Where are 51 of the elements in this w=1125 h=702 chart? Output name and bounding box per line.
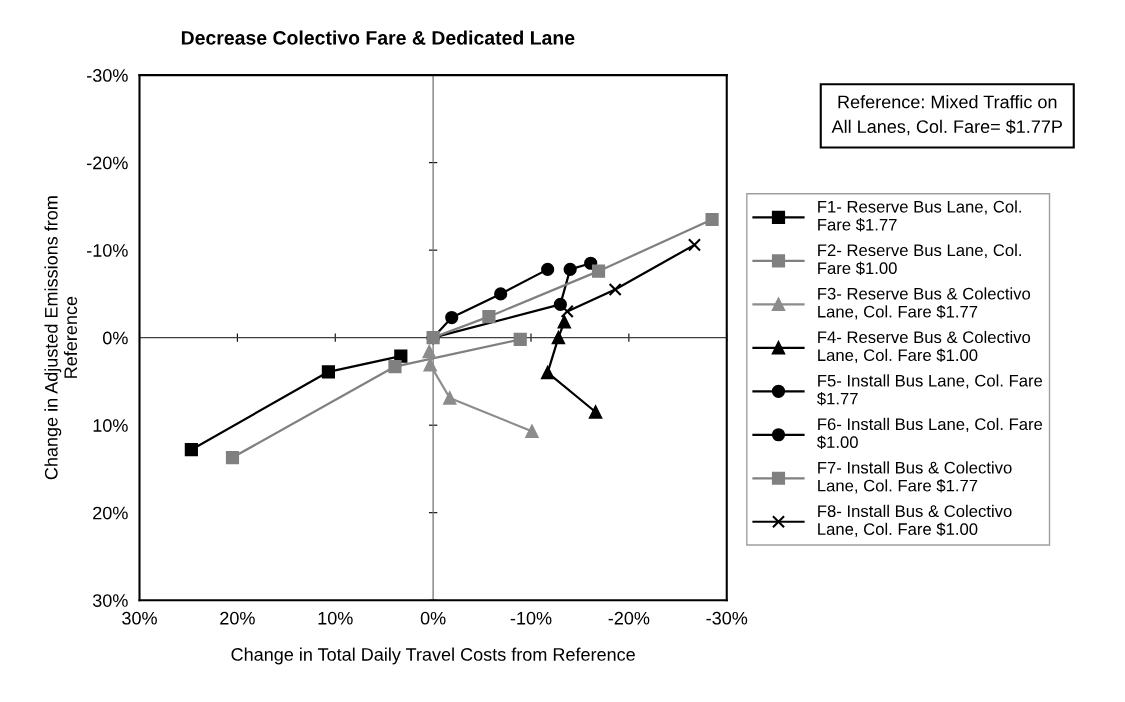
legend-label: F5- Install Bus Lane, Col. Fare $1.77 — [817, 374, 1043, 406]
point — [687, 238, 702, 252]
y-tick-label: 30% — [92, 594, 128, 607]
legend-label: F7- Install Bus & Colectivo Lane, Col. Fare $1.77 — [818, 461, 1012, 494]
y-tick-label: 10% — [93, 419, 128, 432]
y-axis-title: Change in Adjusted Emissions from Reference — [44, 196, 78, 480]
legend-label: F4- Reserve Bus & Colectivo Lane, Col. Fare $1.00 — [818, 330, 1031, 364]
point — [551, 331, 565, 345]
point — [608, 282, 622, 297]
point — [513, 332, 527, 347]
point — [321, 365, 335, 379]
point — [705, 212, 719, 227]
point — [553, 297, 567, 311]
point — [591, 264, 606, 278]
point — [443, 391, 457, 405]
point — [494, 287, 508, 301]
point — [557, 315, 571, 329]
y-tick-label: -10% — [87, 244, 128, 257]
legend-label: F6- Install Bus Lane, Col. Fare $1.00 — [817, 417, 1043, 450]
y-tick-label: 0% — [103, 331, 128, 345]
legend-label: F3- Reserve Bus & Colectivo Lane, Col. Fare $1.77 — [818, 287, 1031, 320]
point — [394, 349, 408, 363]
x-axis-title: Change in Total Daily Travel Costs from Reference — [231, 647, 635, 665]
point — [541, 366, 555, 380]
legend-label: F2- Reserve Bus Lane, Col. Fare $1.00 — [818, 243, 1021, 276]
point — [423, 358, 437, 372]
text: Reference: Mixed Traffic on All Lanes, Col. Fare= $1.77P — [831, 95, 1062, 136]
x-tick-label: 0% — [420, 611, 446, 625]
point — [525, 424, 539, 438]
legend-label: F1- Reserve Bus Lane, Col. Fare $1.77 — [818, 200, 1021, 232]
point — [422, 345, 436, 359]
x-tick-label: 30% — [122, 611, 157, 625]
point — [225, 450, 240, 465]
point — [445, 310, 459, 325]
point — [388, 359, 402, 374]
point — [589, 405, 603, 419]
point — [563, 262, 577, 276]
point — [184, 443, 198, 457]
x-tick-label: -10% — [510, 611, 552, 625]
legend-label: F8- Install Bus & Colectivo Lane, Col. Fare $1.00 — [818, 504, 1012, 537]
y-tick-label: 20% — [93, 506, 128, 520]
point — [541, 262, 555, 276]
point — [560, 304, 574, 318]
x-tick-label: 20% — [220, 611, 255, 625]
x-tick-label: -20% — [608, 611, 650, 625]
y-tick-label: -20% — [87, 156, 128, 170]
chart-title: Decrease Colectivo Fare & Dedicated Lane — [181, 30, 575, 45]
point — [482, 310, 496, 324]
x-tick-label: -30% — [706, 611, 748, 625]
y-tick-label: -30% — [87, 69, 128, 82]
x-tick-label: 10% — [318, 611, 353, 625]
